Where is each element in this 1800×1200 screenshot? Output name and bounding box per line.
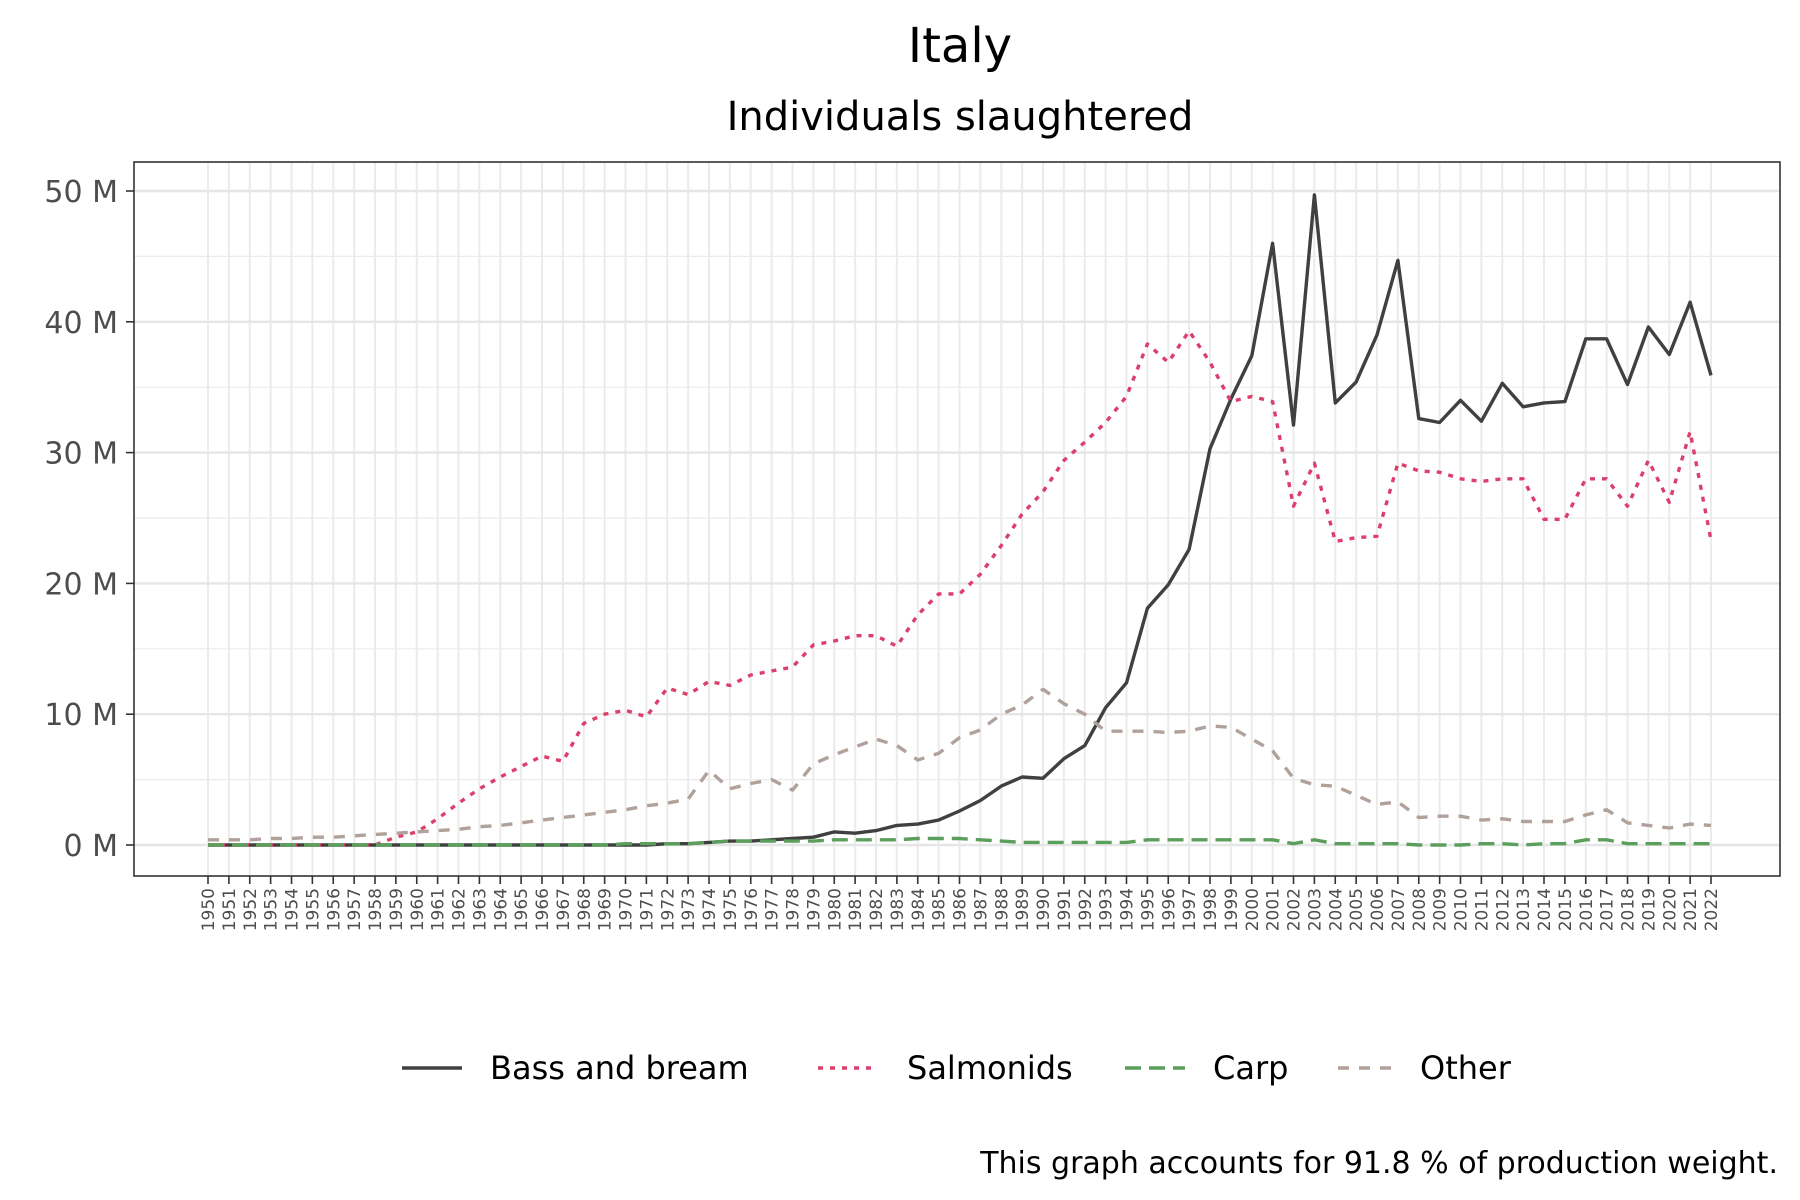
legend-label: Bass and bream (490, 1049, 749, 1087)
x-tick-label: 2018 (1619, 888, 1639, 931)
x-tick-label: 1980 (825, 888, 845, 931)
series-lines (208, 193, 1713, 847)
x-tick-label: 2005 (1347, 888, 1367, 931)
x-tick-label: 1986 (951, 888, 971, 931)
x-tick-label: 1952 (241, 888, 261, 931)
x-tick-label: 1992 (1076, 888, 1096, 931)
x-tick-label: 1997 (1180, 888, 1200, 931)
x-tick-label: 1990 (1034, 888, 1054, 931)
x-tick-label: 2010 (1452, 888, 1472, 931)
x-tick-label: 1976 (742, 888, 762, 931)
chart-title: Italy (908, 18, 1012, 74)
series-line-carp (208, 836, 1711, 847)
x-tick-label: 1958 (366, 888, 386, 931)
x-tick-label: 1987 (971, 888, 991, 931)
x-tick-label: 2003 (1305, 888, 1325, 931)
x-tick-label: 2021 (1681, 888, 1701, 931)
y-tick-label: 20 M (44, 567, 118, 602)
x-tick-label: 1978 (784, 888, 804, 931)
x-tick-label: 2013 (1514, 888, 1534, 931)
x-tick-label: 1957 (345, 888, 365, 931)
x-tick-label: 1984 (909, 888, 929, 931)
legend-label: Salmonids (907, 1049, 1073, 1087)
x-tick-label: 2012 (1493, 888, 1513, 931)
x-tick-label: 2009 (1431, 888, 1451, 931)
x-tick-label: 2000 (1243, 888, 1263, 931)
x-tick-label: 2007 (1389, 888, 1409, 931)
chart-caption: This graph accounts for 91.8 % of produc… (979, 1146, 1778, 1181)
y-tick-label: 50 M (44, 175, 118, 210)
x-tick-label: 1971 (637, 888, 657, 931)
x-tick-label: 2008 (1410, 888, 1430, 931)
x-tick-label: 1991 (1055, 888, 1075, 931)
x-tick-label: 1995 (1138, 888, 1158, 931)
x-tick-label: 1996 (1159, 888, 1179, 931)
x-tick-label: 1961 (429, 888, 449, 931)
x-tick-label: 1974 (700, 888, 720, 931)
x-tick-label: 1975 (721, 888, 741, 931)
x-tick-label: 1964 (491, 888, 511, 931)
x-tick-label: 1985 (930, 888, 950, 931)
x-tick-label: 1999 (1222, 888, 1242, 931)
x-tick-label: 1977 (763, 888, 783, 931)
x-tick-label: 1982 (867, 888, 887, 931)
x-tick-label: 2017 (1598, 888, 1618, 931)
x-tick-label: 2001 (1264, 888, 1284, 931)
x-tick-label: 2006 (1368, 888, 1388, 931)
x-tick-label: 1955 (303, 888, 323, 931)
x-tick-label: 1956 (324, 888, 344, 931)
y-tick-label: 40 M (44, 306, 118, 341)
x-tick-label: 1953 (262, 888, 282, 931)
x-tick-label: 1967 (554, 888, 574, 931)
x-tick-label: 1983 (888, 888, 908, 931)
x-tick-label: 1960 (408, 888, 428, 931)
x-tick-label: 1979 (804, 888, 824, 931)
x-tick-label: 2019 (1639, 888, 1659, 931)
x-tick-label: 1988 (992, 888, 1012, 931)
x-tick-label: 1968 (575, 888, 595, 931)
x-tick-label: 1989 (1013, 888, 1033, 931)
x-tick-label: 2011 (1472, 888, 1492, 931)
chart-subtitle: Individuals slaughtered (727, 94, 1194, 140)
x-tick-label: 1950 (199, 888, 219, 931)
x-tick-label: 2020 (1660, 888, 1680, 931)
x-tick-label: 2016 (1577, 888, 1597, 931)
legend: Bass and bream Salmonids Carp Other (402, 1049, 1512, 1087)
x-tick-label: 1973 (679, 888, 699, 931)
y-tick-label: 0 M (63, 829, 118, 864)
x-tick-label: 1954 (283, 888, 303, 931)
x-tick-label: 1970 (617, 888, 637, 931)
x-tick-label: 1972 (658, 888, 678, 931)
x-tick-label: 1994 (1118, 888, 1138, 931)
grid-lines (134, 162, 1780, 876)
plot-panel-border (133, 161, 1781, 877)
x-tick-label: 1981 (846, 888, 866, 931)
y-tick-label: 30 M (44, 437, 118, 472)
y-axis: 0 M 10 M 20 M 30 M 40 M 50 M (44, 175, 134, 864)
legend-label: Other (1420, 1049, 1512, 1087)
x-tick-label: 2014 (1535, 888, 1555, 931)
x-tick-label: 1962 (450, 888, 470, 931)
x-tick-label: 2015 (1556, 888, 1576, 931)
x-tick-label: 1965 (512, 888, 532, 931)
x-tick-label: 2002 (1285, 888, 1305, 931)
x-tick-label: 1969 (596, 888, 616, 931)
x-tick-label: 1998 (1201, 888, 1221, 931)
x-tick-label: 1993 (1097, 888, 1117, 931)
x-axis: 1950 1951 1952 1953 1954 1955 1956 1957 1958 1959… (199, 876, 1722, 931)
x-tick-label: 2022 (1702, 888, 1722, 931)
x-tick-label: 1959 (387, 888, 407, 931)
x-tick-label: 1951 (220, 888, 240, 931)
legend-label: Carp (1213, 1049, 1288, 1087)
series-line-salmonids (208, 329, 1713, 847)
x-tick-label: 1966 (533, 888, 553, 931)
y-tick-label: 10 M (44, 698, 118, 733)
x-tick-label: 2004 (1326, 888, 1346, 931)
series-line-other (208, 687, 1712, 842)
x-tick-label: 1963 (470, 888, 490, 931)
